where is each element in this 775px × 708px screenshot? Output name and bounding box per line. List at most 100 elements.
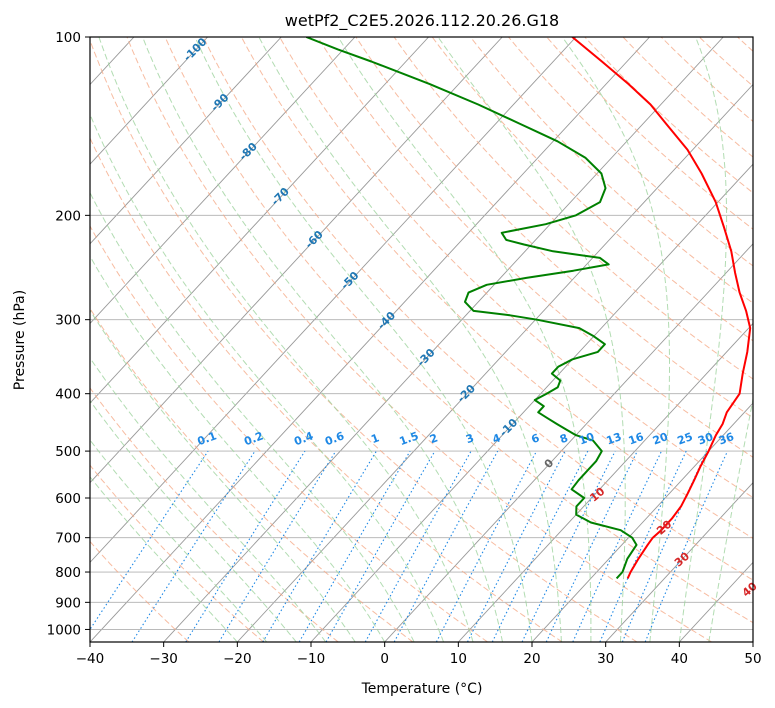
mixing-ratio-label: 10 (577, 430, 596, 448)
isotherm-line (90, 37, 282, 245)
dry-adiabat-line (317, 37, 753, 458)
mixing-ratio-line (90, 450, 209, 631)
isotherm-line (90, 37, 429, 404)
isotherm-line (90, 37, 208, 165)
y-axis-label: Pressure (hPa) (12, 290, 28, 390)
y-tick-label: 400 (55, 387, 81, 403)
mixing-ratio-line (218, 450, 337, 642)
mixing-ratio-label: 4 (491, 431, 503, 446)
x-tick-label: 0 (380, 651, 389, 667)
mixing-ratio-line (131, 450, 256, 642)
mixing-ratio-label: 3 (464, 431, 476, 446)
moist-adiabat-line (142, 37, 503, 642)
moist-adiabat-line (90, 255, 386, 642)
isotherm-line (237, 83, 753, 642)
moist-adiabat-line (90, 399, 297, 642)
dry-adiabat-line (279, 37, 753, 499)
x-tick-label: 20 (523, 651, 540, 667)
moist-adiabat-line (98, 37, 474, 642)
mixing-ratio-label: 0.4 (292, 429, 315, 448)
isotherm-line (90, 37, 577, 564)
y-tick-label: 900 (55, 595, 81, 611)
dry-adiabat-line (698, 37, 753, 87)
mixing-ratio-line (599, 450, 687, 642)
x-tick-label: 40 (671, 651, 688, 667)
moist-adiabat-line (678, 37, 728, 642)
chart-title: wetPf2_C2E5.2026.112.20.26.G18 (285, 11, 559, 31)
dry-adiabat-line (90, 540, 190, 642)
moist-adiabat-line (337, 37, 592, 642)
dry-adiabat-line (90, 464, 264, 642)
mixing-ratio-line (185, 450, 306, 642)
y-tick-label: 1000 (47, 622, 81, 638)
dry-adiabat-line (622, 37, 753, 158)
dry-adiabat-line (393, 37, 753, 380)
moist-adiabat-line (90, 113, 445, 642)
mixing-ratio-line (435, 450, 538, 642)
isotherm-line (90, 37, 503, 484)
x-tick-label: 10 (450, 651, 467, 667)
mixing-ratio-label: 6 (530, 431, 542, 446)
moist-adiabat-line (194, 37, 533, 642)
isotherm-line (531, 402, 753, 642)
isotherm-line (752, 641, 753, 642)
mixing-ratio-label: 1 (369, 431, 381, 446)
dry-adiabat-line (90, 225, 488, 642)
mixing-ratio-label: 8 (558, 431, 570, 446)
x-axis-label: Temperature (°C) (361, 681, 483, 697)
mixing-ratio-line (572, 450, 662, 642)
mixing-ratio-label: 0.6 (323, 429, 346, 448)
mixing-ratio-label: 30 (696, 430, 715, 448)
moist-adiabat-line (437, 37, 626, 642)
mixing-ratio-label: 36 (717, 430, 736, 448)
x-tick-label: 30 (597, 651, 614, 667)
temperature-profile-line (571, 37, 752, 579)
y-tick-label: 300 (55, 313, 81, 329)
moist-adiabat-line (90, 439, 268, 642)
isotherm-line (90, 37, 650, 642)
isotherm-line (458, 322, 753, 642)
isotherm-line (163, 37, 724, 642)
mixing-ratio-label: 25 (676, 430, 695, 447)
isotherm-line (679, 561, 753, 642)
isotherm-line (0, 37, 60, 642)
mixing-ratio-line (644, 450, 729, 642)
x-tick-label: 50 (744, 651, 761, 667)
y-tick-label: 100 (55, 30, 81, 46)
dry-adiabat-line (584, 37, 753, 194)
dry-adiabat-line (737, 37, 753, 52)
moist-adiabat-label: 40 (740, 579, 760, 599)
dry-adiabat-line (126, 37, 712, 642)
y-tick-label: 600 (55, 491, 81, 507)
mixing-ratio-label: 2 (428, 431, 440, 446)
moist-adiabat-line (90, 191, 415, 642)
dry-adiabat-line (431, 37, 753, 342)
isotherm-line (310, 163, 753, 642)
dry-adiabat-line (164, 37, 753, 624)
moist-adiabat-line (561, 37, 670, 642)
x-tick-label: −20 (223, 651, 252, 667)
dry-adiabat-line (508, 37, 753, 267)
dewpoint-profile-line (305, 37, 638, 580)
x-tick-label: −30 (149, 651, 178, 667)
mixing-ratio-line (491, 450, 589, 642)
mixing-ratio-label: 16 (627, 430, 646, 448)
x-tick-label: −10 (297, 651, 326, 667)
x-tick-label: −40 (76, 651, 105, 667)
dry-adiabat-line (546, 37, 753, 230)
dry-adiabat-line (470, 37, 753, 304)
mixing-ratio-label: 0.2 (242, 429, 265, 448)
y-tick-label: 200 (55, 208, 81, 224)
moist-adiabat-line (258, 37, 562, 642)
mixing-ratio-label: 13 (605, 430, 624, 447)
mixing-ratio-label: 20 (651, 430, 670, 448)
dry-adiabat-line (90, 38, 638, 642)
moist-adiabat-line (708, 396, 753, 642)
y-tick-label: 800 (55, 565, 81, 581)
isotherm-line (384, 243, 753, 642)
y-tick-label: 700 (55, 531, 81, 547)
isotherm-line (90, 37, 356, 325)
y-tick-label: 500 (55, 444, 81, 460)
moist-adiabat-line (90, 309, 356, 642)
